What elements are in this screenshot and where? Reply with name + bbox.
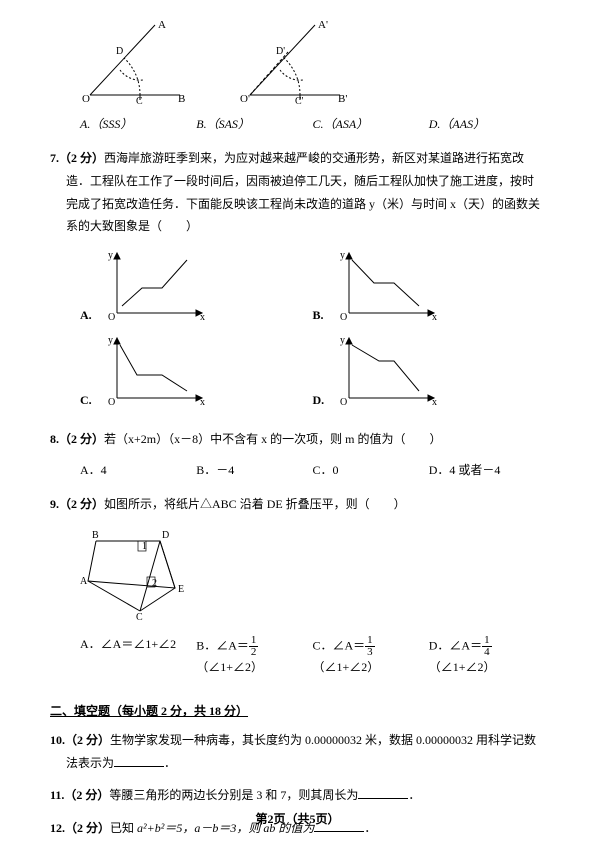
q11-text: 等腰三角形的两边长分别是 3 和 7，则其周长为 — [109, 788, 358, 802]
q9-opt-c: C．∠A＝13（∠1+∠2） — [313, 635, 429, 687]
q7-d-label: D. — [313, 393, 325, 408]
axis-o: O — [340, 312, 347, 323]
q6-diagram-right: O' A' B' C' D' — [240, 20, 350, 105]
q7-num: 7.（2 分） — [50, 151, 104, 165]
axis-y: y — [340, 250, 345, 261]
blank — [358, 785, 408, 799]
question-10: 10.（2 分）生物学家发现一种病毒，其长度约为 0.00000032 米，数据… — [50, 729, 545, 775]
label-C: C — [136, 96, 143, 105]
lbl-C: C — [136, 612, 143, 621]
q6-opt-d: D.（AAS） — [429, 115, 545, 132]
lbl-D: D — [162, 530, 169, 541]
q7-charts: A. x y O B. x y O C. — [80, 248, 545, 418]
q7-b-label: B. — [313, 308, 324, 323]
q8-opt-b: B．－4 — [196, 461, 312, 478]
q9-num: 9.（2 分） — [50, 497, 104, 511]
page-footer: 第2页（共5页） — [50, 810, 545, 827]
q8-opt-a: A．4 — [80, 461, 196, 478]
axis-o: O — [340, 397, 347, 408]
lbl-B: B — [92, 530, 99, 541]
question-9: 9.（2 分）如图所示，将纸片△ABC 沿着 DE 折叠压平，则（ ） — [50, 493, 545, 516]
label-O2: O' — [240, 93, 250, 105]
blank — [114, 753, 164, 767]
axis-y: y — [108, 250, 113, 261]
question-11: 11.（2 分）等腰三角形的两边长分别是 3 和 7，则其周长为 ． — [50, 784, 545, 807]
q9-opt-a: A．∠A＝∠1+∠2 — [80, 635, 196, 675]
q6-opt-a: A.（SSS） — [80, 115, 196, 132]
label-D: D — [116, 46, 123, 57]
q9-diagram: B D A E C 1 2 — [80, 526, 545, 625]
label-O: O — [82, 93, 90, 105]
axis-x: x — [432, 312, 437, 323]
q10-num: 10.（2 分） — [50, 733, 110, 747]
axis-y: y — [108, 335, 113, 346]
q8-opt-d: D．4 或者－4 — [429, 461, 545, 478]
q6-options: A.（SSS） B.（SAS） C.（ASA） D.（AAS） — [80, 115, 545, 132]
q11-post: ． — [408, 788, 420, 802]
q7-chart-b: B. x y O — [313, 248, 546, 323]
label-A: A — [158, 20, 166, 31]
axis-x: x — [432, 397, 437, 408]
q7-c-label: C. — [80, 393, 92, 408]
axis-o: O — [108, 397, 115, 408]
label-C2: C' — [295, 96, 304, 105]
question-7: 7.（2 分）西海岸旅游旺季到来，为应对越来越严峻的交通形势，新区对某道路进行拓… — [50, 147, 545, 238]
axis-x: x — [200, 397, 205, 408]
q10-post: ． — [164, 756, 176, 770]
label-B: B — [178, 93, 185, 105]
q7-chart-d: D. x y O — [313, 333, 546, 408]
q6-opt-b: B.（SAS） — [196, 115, 312, 132]
question-8: 8.（2 分）若（x+2m）（x－8）中不含有 x 的一次项，则 m 的值为（ … — [50, 428, 545, 451]
axis-y: y — [340, 335, 345, 346]
lbl-E: E — [178, 584, 184, 595]
q8-opt-c: C．0 — [313, 461, 429, 478]
label-D2: D' — [276, 46, 285, 57]
axis-x: x — [200, 312, 205, 323]
q7-a-label: A. — [80, 308, 92, 323]
q9-opt-b: B．∠A＝12（∠1+∠2） — [196, 635, 312, 675]
q6-diagram-left: O A B C D — [80, 20, 190, 105]
section-2-heading: 二、填空题（每小题 2 分，共 18 分） — [50, 702, 545, 719]
q8-text: 若（x+2m）（x－8）中不含有 x 的一次项，则 m 的值为（ ） — [104, 432, 441, 446]
q7-chart-a: A. x y O — [80, 248, 313, 323]
lbl-A: A — [80, 576, 88, 587]
q7-chart-c: C. x y O — [80, 333, 313, 408]
q9-opt-d: D．∠A＝14（∠1+∠2） — [429, 635, 545, 687]
axis-o: O — [108, 312, 115, 323]
q7-text: 西海岸旅游旺季到来，为应对越来越严峻的交通形势，新区对某道路进行拓宽改造．工程队… — [66, 151, 540, 233]
label-A2: A' — [318, 20, 328, 31]
q6-diagrams: O A B C D O' A' B' C' D' — [80, 20, 545, 105]
label-B2: B' — [338, 93, 347, 105]
q8-options: A．4 B．－4 C．0 D．4 或者－4 — [80, 461, 545, 478]
q9-text: 如图所示，将纸片△ABC 沿着 DE 折叠压平，则（ ） — [104, 497, 406, 511]
q9-options: A．∠A＝∠1+∠2 B．∠A＝12（∠1+∠2） C．∠A＝13（∠1+∠2）… — [80, 635, 545, 687]
q6-opt-c: C.（ASA） — [313, 115, 429, 132]
q8-num: 8.（2 分） — [50, 432, 104, 446]
q11-num: 11.（2 分） — [50, 788, 109, 802]
